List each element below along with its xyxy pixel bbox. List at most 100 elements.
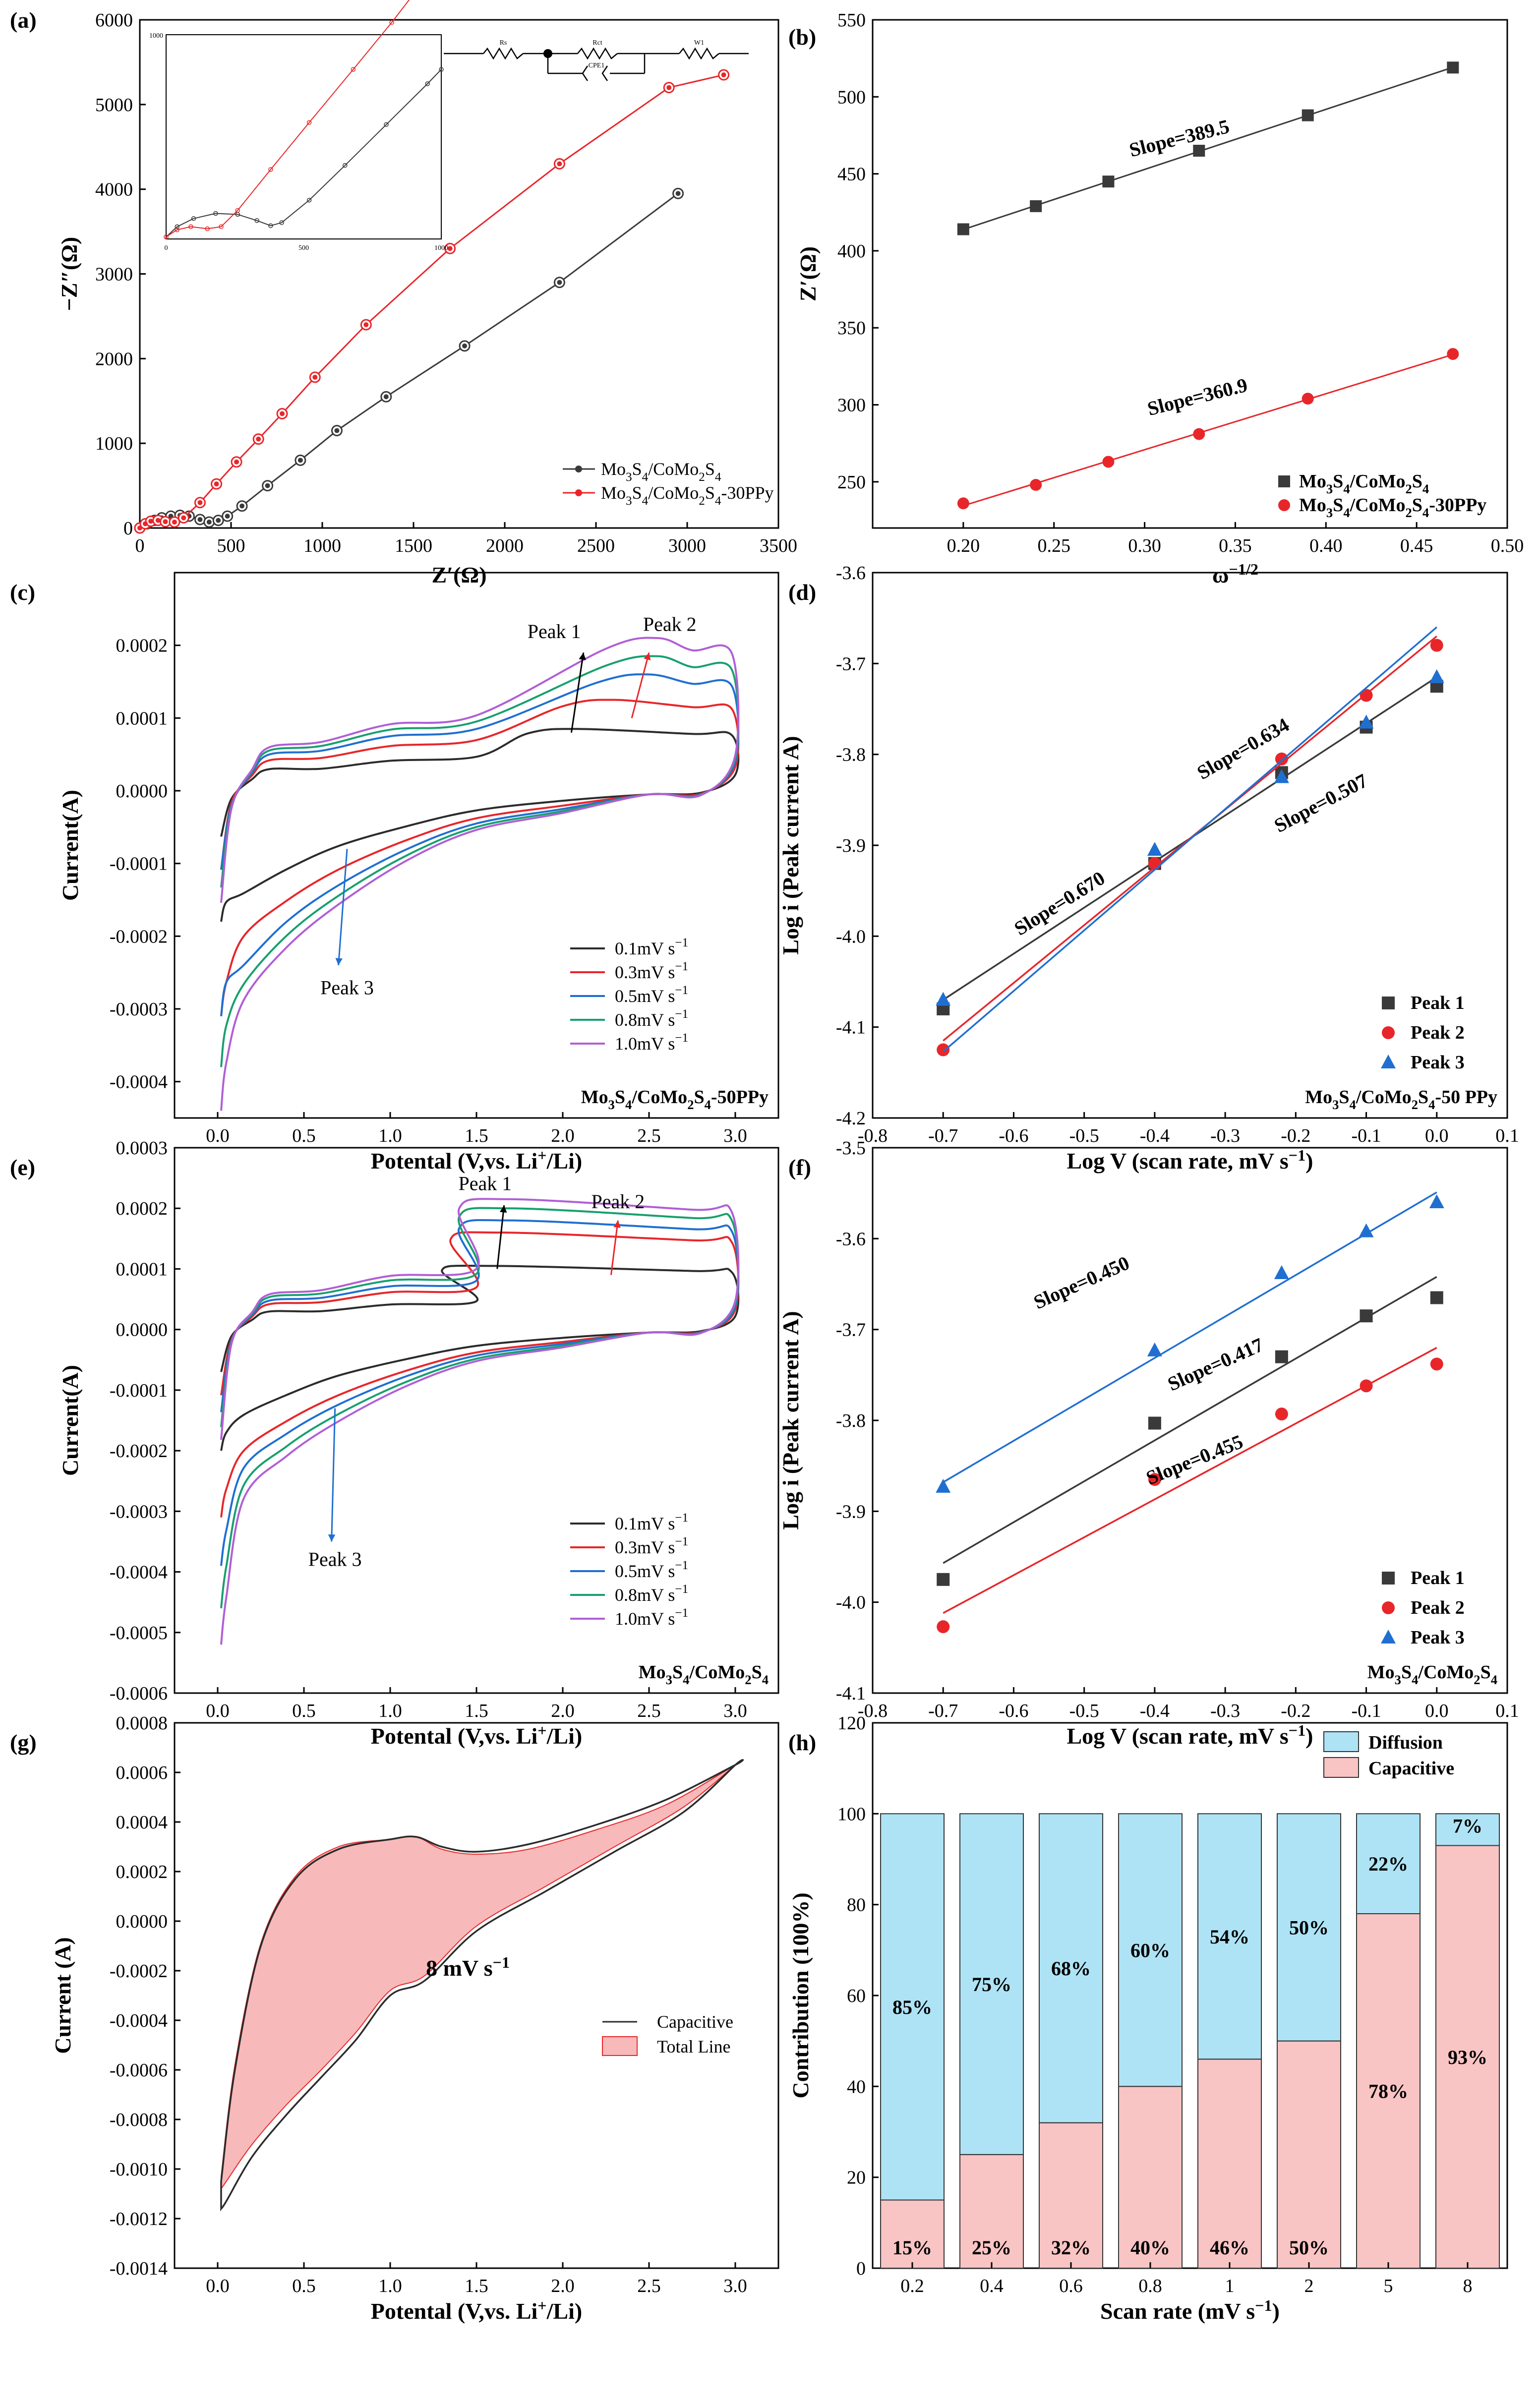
legend-label: Peak 2 — [1411, 1597, 1465, 1618]
data-point-core — [148, 519, 154, 524]
x-tick-label: 0.1 — [1495, 1125, 1519, 1146]
legend-label-part: S — [705, 459, 715, 479]
x-axis-title: Scan rate (mV s−1) — [1100, 2296, 1280, 2324]
y-tick-label: 350 — [837, 318, 866, 339]
x-tick-label: 0.0 — [206, 1125, 230, 1146]
data-point — [1360, 1309, 1373, 1323]
y-tick-label: 6000 — [95, 10, 133, 31]
data-point-core — [143, 521, 148, 527]
panel-label: (a) — [10, 7, 37, 33]
cpe-element — [582, 65, 589, 81]
y-tick-label: -3.9 — [836, 1501, 866, 1522]
y-tick-label: -3.6 — [836, 1229, 866, 1249]
y-tick-label: -4.0 — [836, 926, 866, 947]
y-tick-label: 0.0000 — [116, 1320, 168, 1341]
data-point-core — [239, 503, 245, 509]
bar-diffusion — [1039, 1813, 1103, 2123]
data-point — [1360, 689, 1373, 702]
legend-label-part: /CoMo — [1350, 471, 1406, 492]
x-tick-label: 1.0 — [378, 2276, 402, 2296]
legend-label: 0.3mV s−1 — [615, 1535, 688, 1557]
x-tick-label: 0.25 — [1037, 535, 1070, 556]
panel-title-part: 2 — [1474, 1672, 1480, 1687]
bar-label-capacitive: 50% — [1289, 2236, 1329, 2259]
panel-f: -0.8 -0.7 -0.6 -0.5 -0.4 -0.3 -0.2 -0.1 0.0 0.1 -4… — [778, 1138, 1519, 1749]
legend-label-part: Mo — [601, 483, 626, 503]
x-tick-label: 0.5 — [292, 1125, 316, 1146]
inset-point — [205, 226, 210, 232]
x-tick-label: 3.0 — [723, 1125, 747, 1146]
legend-label-part: 0.3mV s — [615, 1537, 675, 1557]
data-point-core — [172, 520, 177, 525]
legend-label-part: Mo — [1299, 495, 1326, 516]
data-point — [1447, 348, 1459, 360]
bar-label-capacitive: 32% — [1051, 2236, 1091, 2259]
x-axis-title-part: ) — [1305, 1148, 1313, 1174]
inset-x-tick: 500 — [298, 244, 309, 252]
panel-title-part: 3 — [666, 1672, 672, 1687]
x-axis-title-part: −1 — [1255, 2296, 1272, 2314]
data-point-core — [297, 458, 303, 463]
data-point-core — [214, 481, 219, 487]
data-point-core — [557, 280, 562, 285]
peak-label: Peak 2 — [591, 1190, 645, 1213]
y-tick-label: -0.0005 — [110, 1623, 168, 1644]
bar-diffusion — [959, 1813, 1024, 2155]
x-tick-label: 1500 — [395, 535, 432, 556]
bar-label-capacitive: 25% — [972, 2236, 1011, 2259]
y-tick-label: 300 — [837, 395, 866, 416]
legend-marker — [1382, 1026, 1395, 1039]
data-point — [1275, 1408, 1288, 1421]
data-point-core — [197, 500, 203, 505]
bar-diffusion — [1197, 1813, 1262, 2060]
y-tick-label: 0.0001 — [116, 1259, 168, 1280]
panel-c: 0.0 0.5 1.0 1.5 2.0 2.5 3.0 -0.0004 -0.0003 -0.00… — [10, 572, 779, 1174]
data-point — [1147, 842, 1162, 856]
legend-label-part: 4 — [1422, 505, 1429, 520]
y-tick-label: -4.0 — [836, 1592, 866, 1613]
panel-title-part: Mo — [1367, 1662, 1395, 1683]
x-tick-label: 2.0 — [551, 1701, 575, 1721]
x-tick-label: 2500 — [577, 535, 615, 556]
bar-capacitive — [959, 2154, 1024, 2269]
peak-arrow — [496, 1205, 505, 1269]
inset-frame — [166, 34, 442, 239]
y-tick-label: -3.6 — [836, 563, 866, 584]
y-tick-label: 20 — [847, 2168, 866, 2188]
data-point — [1430, 639, 1443, 652]
inset-line — [166, 0, 410, 237]
legend-label-part: S — [1333, 495, 1343, 516]
x-tick-label: -0.7 — [928, 1125, 958, 1146]
panel-title-part: 3 — [1332, 1097, 1339, 1112]
panel-title-part: S — [1401, 1662, 1412, 1683]
panel-title-part: S — [672, 1662, 683, 1683]
panel-title-part: 4 — [1428, 1097, 1435, 1112]
cv-curve — [220, 1264, 740, 1451]
legend-swatch — [602, 2036, 638, 2056]
panel-label: (d) — [788, 580, 816, 605]
data-point-core — [206, 520, 212, 525]
circuit-label-w1: W1 — [694, 39, 704, 47]
inset-point — [439, 67, 444, 72]
slope-label: Slope=0.670 — [1010, 867, 1109, 939]
legend-label: Mo3S4/CoMo2S4 — [1299, 471, 1429, 496]
x-tick-label: 5 — [1384, 2276, 1393, 2296]
data-point — [1359, 1223, 1374, 1237]
data-point — [1030, 479, 1042, 491]
legend-label-part: 3 — [1326, 481, 1333, 496]
bar-label-diffusion: 60% — [1130, 1939, 1170, 1961]
panel-title-part: 4 — [683, 1672, 689, 1687]
x-axis-title-part: Z′(Ω) — [431, 562, 486, 587]
y-tick-label: 0 — [856, 2258, 866, 2279]
legend-swatch — [1323, 1731, 1359, 1752]
panel-label: (h) — [788, 1730, 816, 1755]
y-tick-label: -0.0002 — [110, 926, 168, 947]
circuit-label-rs: Rs — [500, 39, 507, 47]
y-tick-label: 0.0002 — [116, 1862, 168, 1882]
legend-label-part: −1 — [675, 1007, 688, 1021]
legend-label-part: 3 — [626, 494, 632, 508]
data-point — [936, 992, 951, 1006]
data-point — [937, 1043, 950, 1057]
data-point — [1193, 145, 1205, 157]
data-point — [1147, 1342, 1162, 1356]
